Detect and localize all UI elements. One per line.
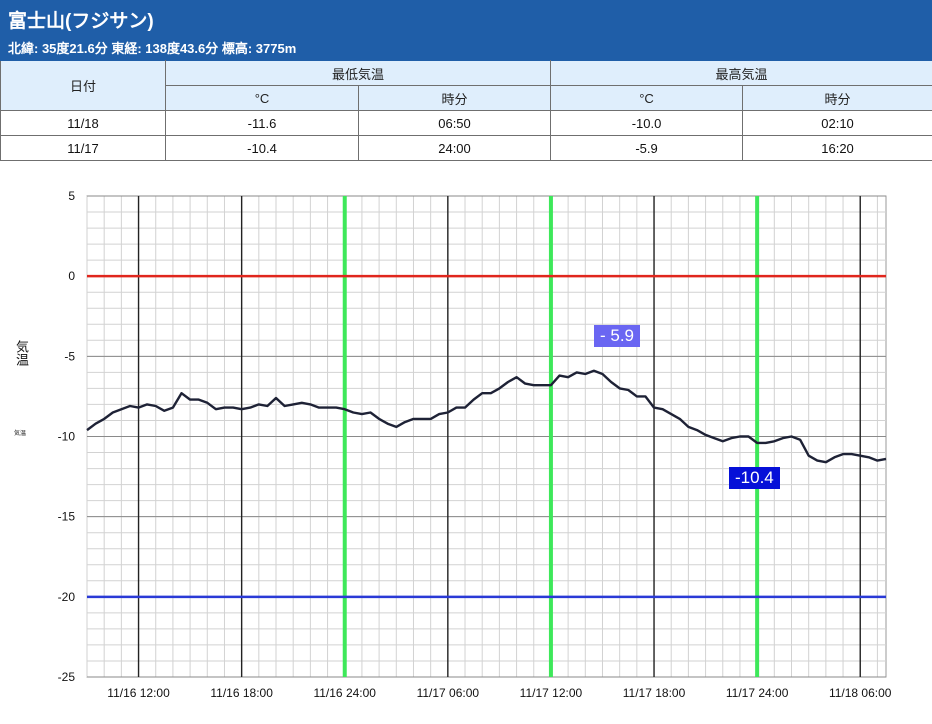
x-tick-label: 11/17 18:00 — [623, 686, 686, 700]
temperature-summary-table: 日付 最低気温 最高気温 °C 時分 °C 時分 11/18 -11.6 06:… — [0, 60, 932, 161]
row-max-time: 02:10 — [742, 110, 932, 136]
y-tick-label: 5 — [68, 189, 75, 203]
x-tick-label: 11/17 12:00 — [520, 686, 583, 700]
x-tick-label: 11/16 18:00 — [210, 686, 273, 700]
max-unit-header: °C — [550, 85, 744, 111]
table-row: 11/17 -10.4 24:00 -5.9 16:20 — [0, 135, 932, 161]
y-tick-label: -5 — [64, 349, 75, 363]
row-min-temp: -10.4 — [165, 135, 359, 161]
temperature-series-line — [86, 369, 887, 464]
row-max-time: 16:20 — [742, 135, 932, 161]
y-tick-label: 0 — [68, 269, 75, 283]
min-temp-callout: -10.4 — [729, 467, 780, 489]
x-tick-label: 11/18 06:00 — [829, 686, 892, 700]
max-temp-callout: - 5.9 — [594, 325, 641, 347]
y-tick-label: -10 — [58, 430, 76, 444]
station-coordinates: 北緯: 35度21.6分 東経: 138度43.6分 標高: 3775m — [8, 41, 297, 56]
station-title: 富士山(フジサン) — [8, 11, 154, 32]
x-tick-label: 11/17 06:00 — [417, 686, 480, 700]
row-max-temp: -5.9 — [550, 135, 744, 161]
y-axis-label: 気温 — [14, 340, 29, 366]
x-tick-label: 11/16 24:00 — [313, 686, 376, 700]
max-temp-header: 最高気温 — [550, 60, 932, 86]
date-header: 日付 — [0, 60, 166, 111]
min-temp-header: 最低気温 — [164, 60, 552, 86]
y-axis-label-small: 気温 — [14, 431, 27, 437]
row-min-temp: -11.6 — [165, 110, 359, 136]
row-date: 11/18 — [0, 110, 166, 136]
temperature-chart: 5 0 -5 -10 -15 -20 -25 11/16 12:00 11/16 18:00 11… — [58, 189, 892, 700]
max-time-header: 時分 — [742, 85, 932, 111]
y-tick-label: -15 — [58, 510, 76, 524]
x-tick-label: 11/17 24:00 — [726, 686, 789, 700]
min-unit-header: °C — [165, 85, 359, 111]
min-time-header: 時分 — [357, 85, 552, 111]
row-min-time: 24:00 — [357, 135, 552, 161]
table-row: 11/18 -11.6 06:50 -10.0 02:10 — [0, 110, 932, 136]
x-tick-label: 11/16 12:00 — [107, 686, 170, 700]
y-tick-label: -20 — [58, 590, 76, 604]
row-max-temp: -10.0 — [550, 110, 744, 136]
row-date: 11/17 — [0, 135, 166, 161]
station-header: 富士山(フジサン) 北緯: 35度21.6分 東経: 138度43.6分 標高:… — [0, 0, 932, 60]
y-tick-label: -25 — [58, 670, 76, 684]
row-min-time: 06:50 — [357, 110, 552, 136]
